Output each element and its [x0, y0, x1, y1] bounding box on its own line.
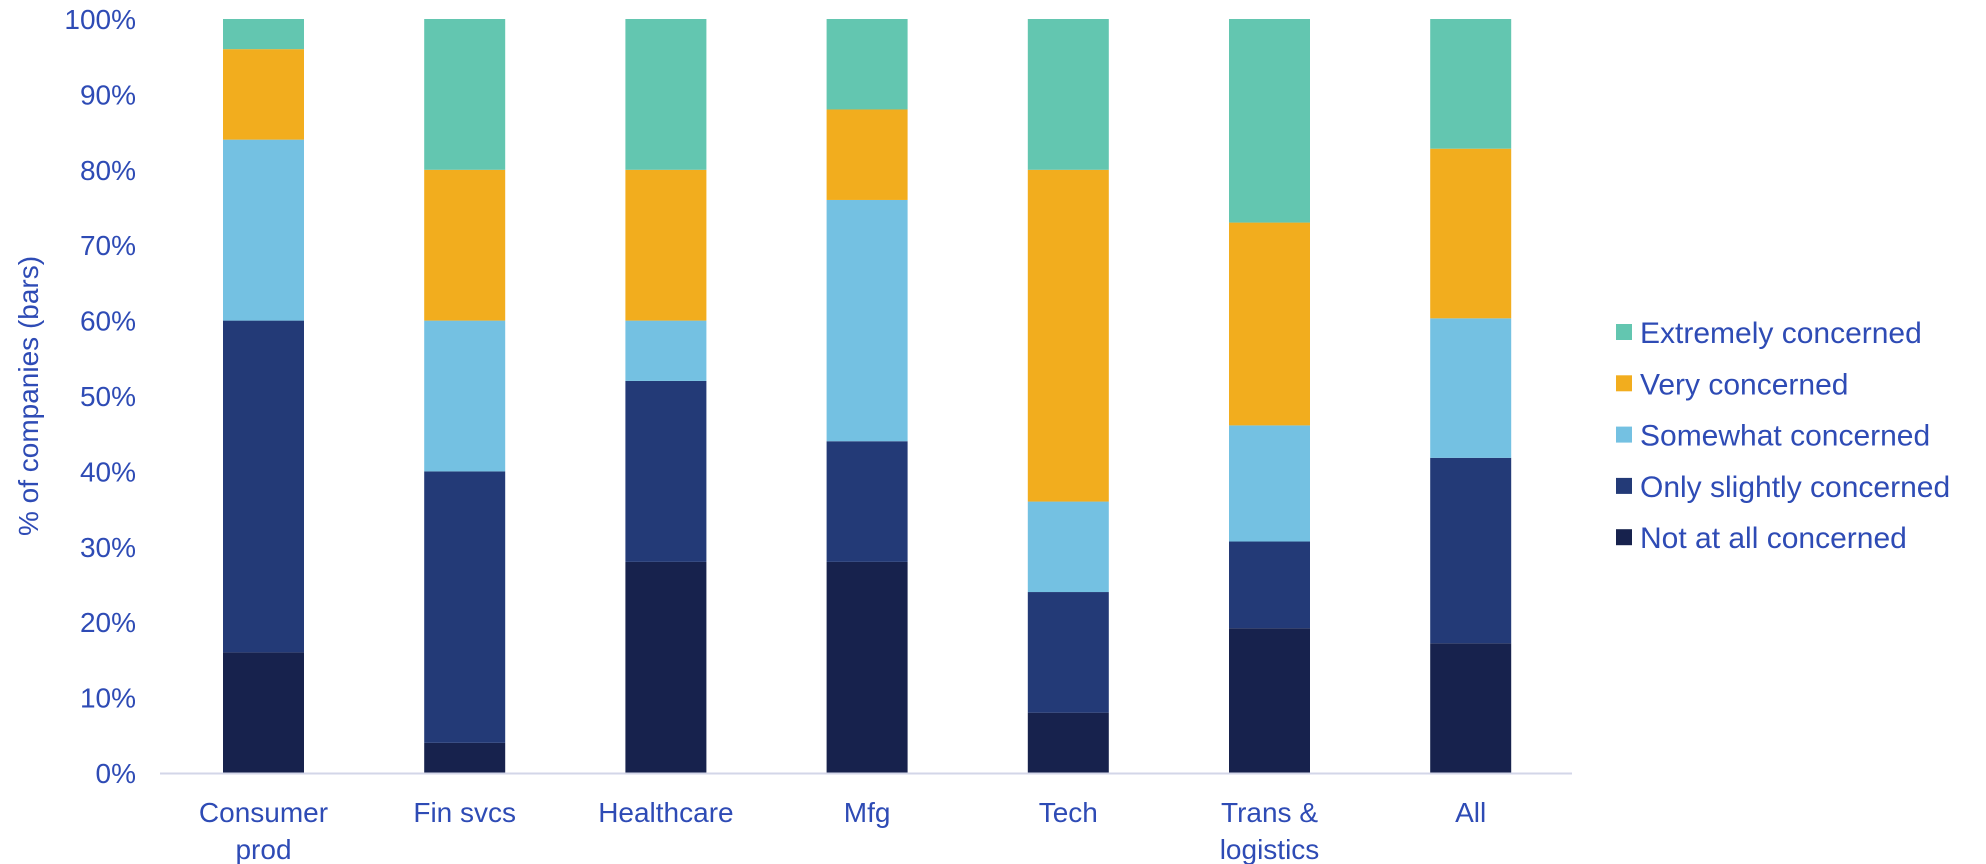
x-tick-label: Consumer prod [199, 797, 328, 864]
bar-segment-consumer-prod-only-slightly-concerned [223, 320, 304, 653]
bar-segment-trans-logistics-only-slightly-concerned [1229, 541, 1310, 629]
legend-swatch [1616, 529, 1632, 546]
legend-label: Only slightly concerned [1640, 471, 1950, 504]
bar-segment-trans-logistics-extremely-concerned [1229, 19, 1310, 223]
bar-segment-healthcare-somewhat-concerned [625, 320, 707, 381]
bar-segment-healthcare-very-concerned [625, 169, 707, 321]
bar-segment-tech-extremely-concerned [1027, 19, 1109, 170]
bar-segment-fin-svcs-extremely-concerned [424, 19, 506, 170]
legend: Extremely concerned Very concerned Somewha… [1616, 317, 1950, 555]
bar-segment-trans-logistics-very-concerned [1229, 222, 1310, 426]
legend-label: Not at all concerned [1640, 522, 1907, 555]
x-tick-label: Healthcare [598, 797, 733, 828]
y-tick-label: 60% [80, 306, 136, 337]
y-tick-label: 30% [80, 532, 136, 563]
bar-segment-fin-svcs-very-concerned [424, 169, 506, 321]
legend-label: Somewhat concerned [1640, 420, 1930, 453]
bar-segment-fin-svcs-only-slightly-concerned [424, 471, 506, 743]
y-tick-label: 80% [80, 155, 136, 186]
bar-segment-all-very-concerned [1430, 148, 1512, 319]
bar-segment-all-only-slightly-concerned [1430, 457, 1512, 644]
y-tick-label: 70% [80, 230, 136, 261]
legend-label: Extremely concerned [1640, 317, 1922, 350]
legend-swatch [1616, 426, 1632, 443]
y-tick-label: 100% [64, 4, 136, 35]
legend-item-extremely-concerned: Extremely concerned [1616, 317, 1922, 350]
legend-item-not-at-all-concerned: Not at all concerned [1616, 522, 1907, 555]
bar-segment-fin-svcs-somewhat-concerned [424, 320, 506, 472]
legend-item-only-slightly-concerned: Only slightly concerned [1616, 471, 1950, 504]
bar-segment-consumer-prod-not-at-all-concerned [223, 652, 304, 773]
bars [223, 19, 1512, 773]
bar-segment-healthcare-not-at-all-concerned [625, 561, 707, 773]
bar-segment-mfg-only-slightly-concerned [826, 441, 908, 562]
legend-swatch [1616, 324, 1632, 340]
bar-segment-consumer-prod-extremely-concerned [223, 19, 304, 50]
bar-segment-tech-only-slightly-concerned [1027, 592, 1109, 713]
x-tick-label: Mfg [844, 797, 891, 828]
bar-segment-consumer-prod-somewhat-concerned [223, 139, 304, 321]
bar-segment-consumer-prod-very-concerned [223, 49, 304, 140]
bar-segment-tech-very-concerned [1027, 169, 1109, 502]
bar-segment-all-not-at-all-concerned [1430, 643, 1512, 773]
legend-label: Very concerned [1640, 368, 1848, 401]
bar-segment-mfg-extremely-concerned [826, 19, 908, 110]
y-tick-label: 40% [80, 456, 136, 487]
bar-segment-healthcare-extremely-concerned [625, 19, 707, 170]
x-tick-label: All [1455, 797, 1486, 828]
legend-item-somewhat-concerned: Somewhat concerned [1616, 420, 1930, 453]
y-tick-label: 10% [80, 683, 136, 714]
legend-item-very-concerned: Very concerned [1616, 368, 1848, 401]
bar-segment-tech-somewhat-concerned [1027, 501, 1109, 593]
y-axis-title: % of companies (bars) [13, 256, 44, 536]
bar-segment-all-extremely-concerned [1430, 19, 1512, 149]
legend-swatch [1616, 477, 1632, 494]
x-tick-label: Tech [1039, 797, 1098, 828]
bar-segment-all-somewhat-concerned [1430, 318, 1512, 458]
bar-segment-tech-not-at-all-concerned [1027, 712, 1109, 773]
x-axis-labels: Consumer prod Fin svcs Healthcare Mfg Tech Tra… [199, 797, 1486, 864]
bar-segment-fin-svcs-not-at-all-concerned [424, 742, 506, 773]
bar-segment-mfg-somewhat-concerned [826, 199, 908, 442]
y-tick-label: 90% [80, 79, 136, 110]
bar-segment-mfg-not-at-all-concerned [826, 561, 908, 773]
y-tick-label: 0% [96, 758, 136, 789]
x-tick-label: Trans & logistics [1220, 797, 1320, 864]
bar-segment-mfg-very-concerned [826, 109, 908, 200]
bar-segment-trans-logistics-somewhat-concerned [1229, 425, 1310, 542]
y-axis-ticks: 0% 10% 20% 30% 40% 50% 60% 70% 80% 90% 100% [64, 4, 136, 789]
x-tick-label: Fin svcs [413, 797, 516, 828]
bar-segment-healthcare-only-slightly-concerned [625, 380, 707, 562]
y-tick-label: 20% [80, 607, 136, 638]
legend-swatch [1616, 375, 1632, 392]
y-tick-label: 50% [80, 381, 136, 412]
bar-segment-trans-logistics-not-at-all-concerned [1229, 628, 1310, 773]
